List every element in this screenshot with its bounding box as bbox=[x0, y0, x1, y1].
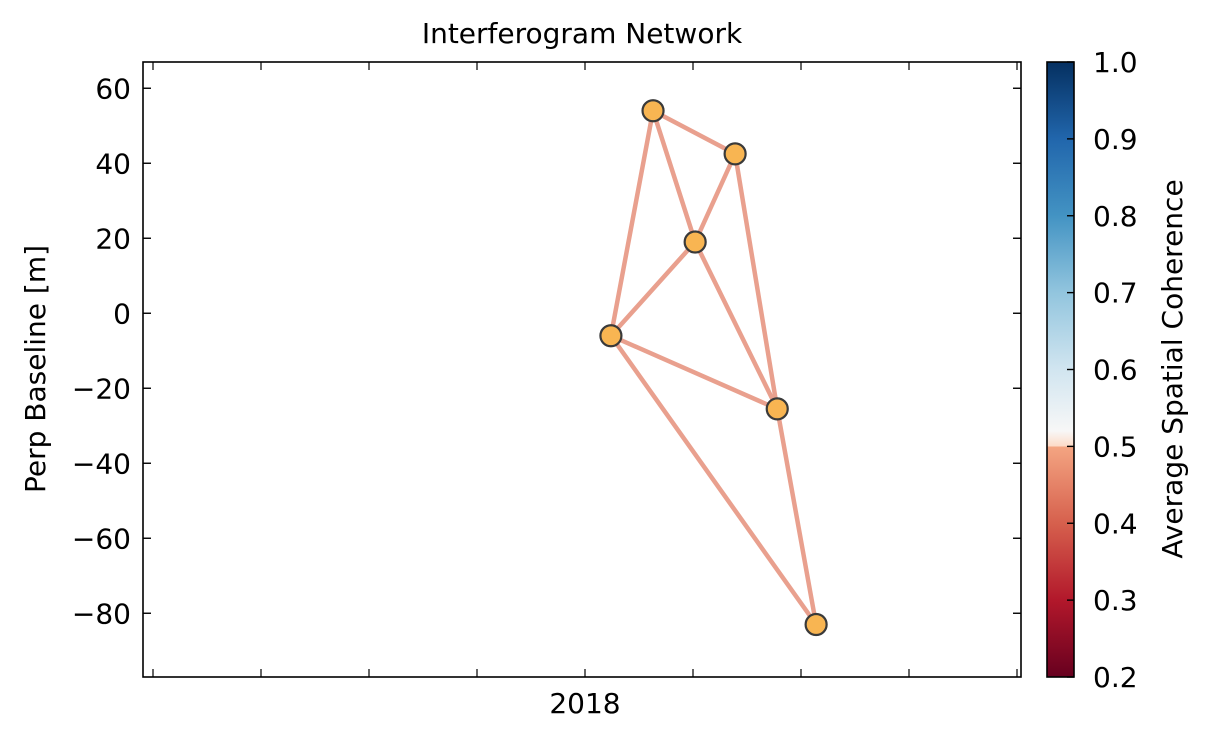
y-tick-label: 20 bbox=[95, 222, 131, 255]
interferogram-edge bbox=[608, 333, 819, 627]
y-tick-label: −80 bbox=[72, 597, 131, 630]
colorbar-tick-label: 0.4 bbox=[1093, 507, 1138, 540]
y-tick-label: 60 bbox=[95, 72, 131, 105]
plot-area bbox=[142, 61, 1022, 678]
acquisition-point bbox=[804, 612, 828, 637]
interferogram-edge bbox=[608, 239, 698, 338]
y-axis-ticks: 60 40 20 0 −20 −40 −60 −80 bbox=[72, 72, 1021, 630]
acquisition-point bbox=[641, 99, 665, 123]
x-tick-label: 2018 bbox=[549, 687, 620, 720]
colorbar bbox=[1046, 61, 1075, 678]
interferogram-edge bbox=[608, 333, 780, 412]
colorbar-tick-label: 0.3 bbox=[1093, 584, 1138, 617]
y-tick-label: −20 bbox=[72, 372, 131, 405]
interferogram-edge bbox=[732, 151, 780, 412]
acquisition-point bbox=[723, 142, 747, 166]
y-tick-label: −40 bbox=[72, 447, 131, 480]
colorbar-tick-label: 0.8 bbox=[1093, 200, 1138, 233]
interferogram-edge bbox=[692, 239, 780, 412]
x-axis-ticks: 2018 bbox=[152, 62, 1018, 720]
interferogram-edge bbox=[650, 108, 738, 157]
colorbar-tick-label: 0.9 bbox=[1093, 123, 1138, 156]
colorbar-tick-label: 0.6 bbox=[1093, 354, 1138, 387]
y-tick-label: 40 bbox=[95, 147, 131, 180]
y-tick-label: 0 bbox=[113, 297, 131, 330]
colorbar-tick-label: 0.2 bbox=[1093, 661, 1138, 694]
acquisition-point bbox=[765, 397, 789, 421]
y-tick-label: −60 bbox=[72, 522, 131, 555]
acquisition-point bbox=[683, 230, 707, 254]
chart-title: Interferogram Network bbox=[422, 17, 743, 50]
y-axis-label: Perp Baseline [m] bbox=[19, 245, 52, 493]
colorbar-label: Average Spatial Coherence bbox=[1156, 179, 1189, 558]
colorbar-tick-label: 0.7 bbox=[1093, 277, 1138, 310]
interferogram-edge bbox=[650, 108, 698, 245]
colorbar-tick-label: 0.5 bbox=[1093, 430, 1138, 463]
colorbar-ticks: 1.0 0.9 0.8 0.7 0.6 0.5 0.4 0.3 0.2 bbox=[1067, 46, 1138, 694]
interferogram-edge bbox=[774, 406, 819, 627]
interferogram-edge bbox=[692, 151, 738, 245]
acquisition-point bbox=[599, 324, 623, 348]
acquisition-points bbox=[599, 99, 828, 637]
interferogram-edges bbox=[608, 108, 819, 627]
interferogram-edge bbox=[608, 108, 656, 338]
colorbar-tick-label: 1.0 bbox=[1093, 46, 1138, 79]
